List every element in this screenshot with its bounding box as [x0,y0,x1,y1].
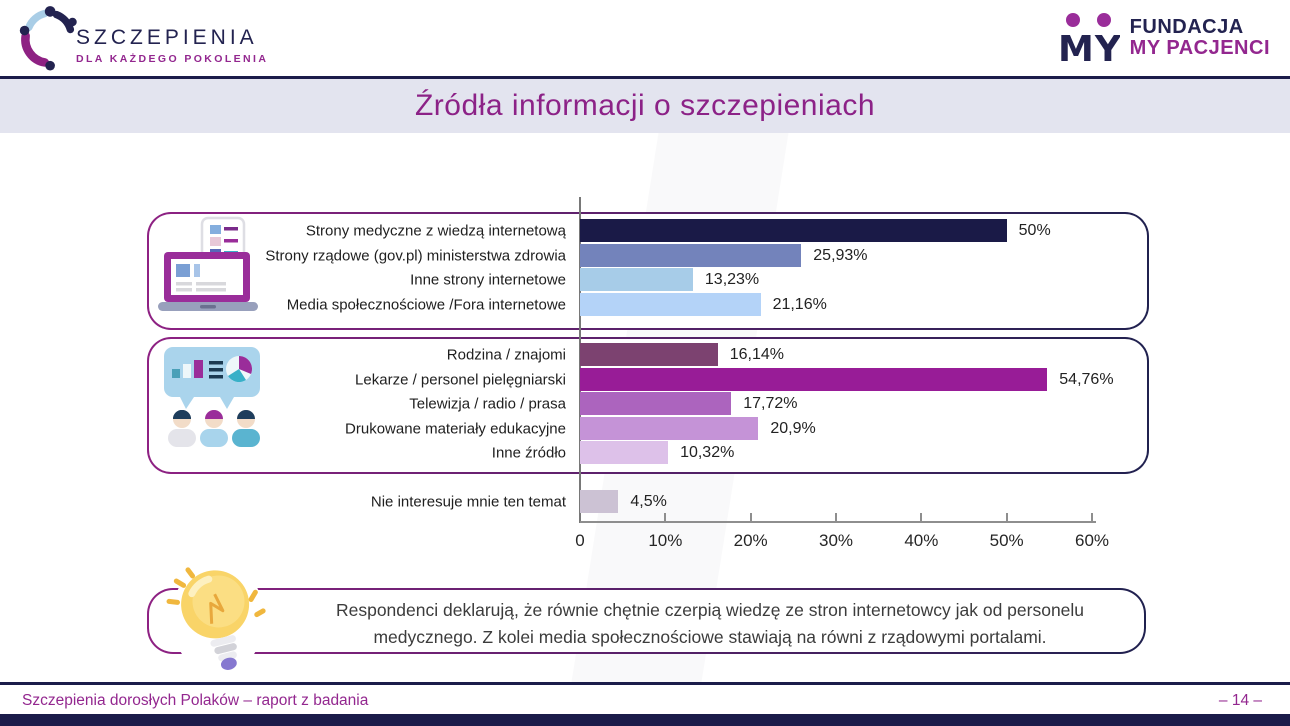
x-axis-tick [749,513,752,522]
page-title: Źródła informacji o szczepieniach [414,89,876,122]
bar [580,343,718,366]
x-tick-label: 30% [818,531,854,550]
bar-value-label: 13,23% [704,270,760,288]
bar [580,293,761,316]
bar-value-label: 20,9% [770,419,816,437]
brand-left: SZCZEPIENIA DLA KAŻDEGO POKOLENIA [16,5,268,71]
people-discussion-icon [164,347,260,447]
brand-circle-logo-icon [19,6,77,71]
page-number: – 14 – [1218,692,1262,709]
x-tick-label: 50% [989,531,1024,550]
brand-subtitle: DLA KAŻDEGO POKOLENIA [76,52,269,65]
insight-text: Respondenci deklarują, że równie chętnie… [335,600,1085,648]
x-tick-label: 0 [575,531,585,550]
bar [580,490,619,513]
bar [580,244,802,267]
x-tick-label: 20% [733,531,768,550]
bar-value-label: 16,14% [729,345,784,363]
x-axis-tick [920,513,923,522]
insight-callout-box [147,588,1146,654]
bar-value-label: 25,93% [813,246,868,264]
x-axis-line [580,521,1096,523]
bar-value-label: 21,16% [772,295,827,313]
foundation-name-line1: FUNDACJA [1129,16,1244,38]
bar-value-label: 4,5% [630,492,667,510]
bar-category-label: Telewizja / radio / prasa [409,395,566,412]
x-tick-label: 10% [648,531,683,550]
x-axis-tick [1091,513,1093,522]
brand-right: MY FUNDACJA MY PACJENCI [1058,12,1270,64]
brand-title: SZCZEPIENIA [76,25,258,49]
footer-divider [0,682,1290,685]
bar [580,441,669,464]
bar [580,417,759,440]
svg-text:MY: MY [1058,29,1120,64]
bar-category-label: Drukowane materiały edukacyjne [345,420,566,437]
bar-value-label: 17,72% [743,394,798,412]
bar-value-label: 10,32% [680,443,735,461]
header-divider [0,76,1290,79]
bar-category-label: Media społecznościowe /Fora internetowe [286,296,566,313]
bar-category-label: Strony rządowe (gov.pl) ministerstwa zdr… [265,247,566,264]
bar-value-label: 50% [1018,221,1051,239]
bar-category-label: Lekarze / personel pielęgniarski [355,371,566,388]
x-axis-tick [664,513,667,522]
x-tick-label: 60% [1074,531,1110,550]
bottom-bar [0,714,1290,726]
x-tick-label: 40% [904,531,939,550]
bar-value-label: 54,76% [1059,370,1114,388]
my-monogram-icon: MY [1058,13,1120,64]
bar-category-label: Rodzina / znajomi [446,346,566,363]
lightbulb-icon [166,560,266,676]
report-title: Szczepienia dorosłych Polaków – raport z… [22,692,369,709]
bar-category-label: Inne strony internetowe [410,271,566,288]
bar [580,268,693,291]
foundation-name-line2: MY PACJENCI [1129,37,1270,59]
laptop-phone-icon [158,216,258,311]
bar-category-label: Nie interesuje mnie ten temat [370,493,566,510]
bar-category-label: Strony medyczne z wiedzą internetową [305,222,566,239]
title-band: Źródła informacji o szczepieniach [0,79,1290,133]
bar-category-label: Inne źródło [491,444,566,461]
bar [580,219,1007,242]
x-axis-tick [835,513,837,522]
x-axis-tick [1005,513,1008,522]
bar [580,392,732,415]
bar [580,368,1048,391]
